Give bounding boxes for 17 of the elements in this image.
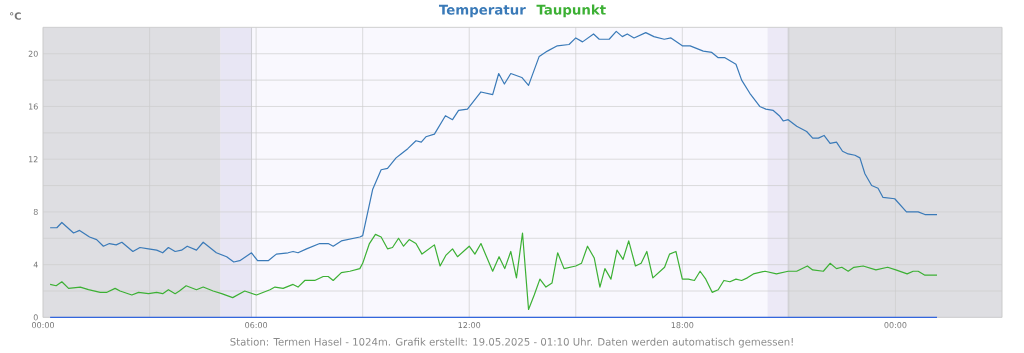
x-tick-label: 06:00 (245, 321, 268, 328)
text: Temperatur (438, 4, 526, 18)
x-tick-label: 00:00 (32, 321, 55, 328)
line-series (49, 232, 938, 310)
y-tick-label: 0 (33, 314, 38, 321)
text: Station: Termen Hasel - 1024m. Grafik erstellt: 19.05.2025 - 01:10 Uhr. Daten werden automatisch gemessen! (230, 337, 793, 348)
text: Taupunkt (536, 4, 606, 18)
y-tick-label: 16 (29, 103, 38, 110)
y-tick-label: 12 (29, 156, 38, 162)
y-tick-label: 8 (33, 208, 38, 215)
x-tick-label: 00:00 (884, 321, 907, 328)
x-tick-label: 12:00 (458, 321, 481, 328)
x-tick-label: 18:00 (671, 321, 694, 328)
line-series (49, 30, 938, 263)
y-tick-label: 20 (28, 50, 38, 57)
y-axis-title: °C (10, 12, 21, 20)
y-tick-label: 4 (33, 261, 38, 268)
